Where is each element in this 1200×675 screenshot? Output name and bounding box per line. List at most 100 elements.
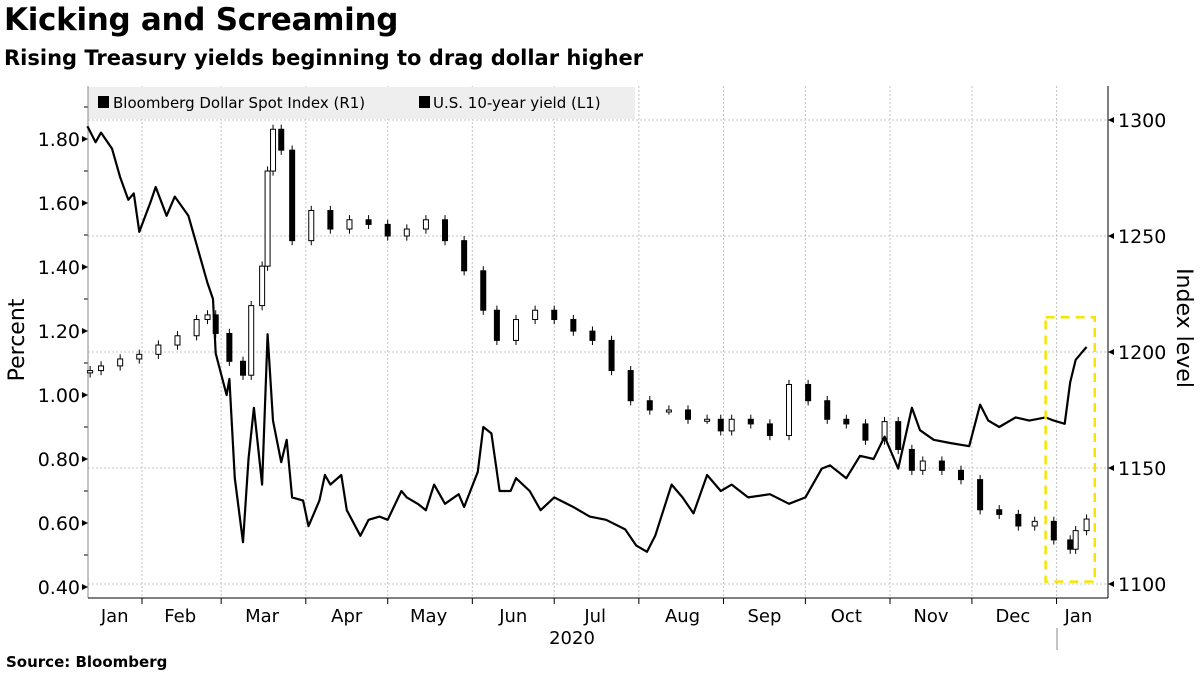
candle-body bbox=[938, 460, 945, 471]
candle-body bbox=[996, 509, 1003, 515]
left-tick-label: 1.40 bbox=[38, 257, 80, 279]
candle-body bbox=[824, 400, 831, 420]
legend-swatch-dollar-index bbox=[98, 96, 109, 108]
left-tick bbox=[82, 584, 88, 590]
candle-body bbox=[958, 469, 964, 481]
candle-body bbox=[442, 219, 449, 242]
candle-body bbox=[1083, 518, 1090, 532]
candle-body bbox=[704, 418, 711, 422]
left-tick-label: 0.60 bbox=[38, 513, 80, 535]
candle-body bbox=[327, 209, 334, 230]
candle-body bbox=[977, 479, 984, 511]
candle-body bbox=[365, 219, 372, 225]
candle-body bbox=[570, 319, 577, 332]
right-tick bbox=[1108, 349, 1114, 355]
x-tick-label: Nov bbox=[913, 606, 948, 627]
x-tick-label: Aug bbox=[665, 606, 700, 627]
legend: Bloomberg Dollar Spot Index (R1) U.S. 10… bbox=[98, 94, 601, 112]
candle-body bbox=[646, 400, 653, 411]
candle-body bbox=[193, 319, 200, 337]
candle-body bbox=[513, 319, 520, 341]
candle-body bbox=[461, 240, 468, 272]
candle-body bbox=[278, 128, 285, 151]
legend-swatch-10y-yield bbox=[419, 96, 430, 108]
x-tick-label: Oct bbox=[831, 606, 862, 627]
x-tick-label: Sep bbox=[747, 606, 781, 627]
highlight-box bbox=[1044, 315, 1097, 583]
right-tick bbox=[1108, 465, 1114, 471]
candle-body bbox=[346, 219, 353, 230]
source-note: Source: Bloomberg bbox=[6, 653, 168, 671]
candle-body bbox=[1031, 520, 1038, 527]
candle-body bbox=[532, 309, 539, 321]
candle-body bbox=[98, 365, 105, 372]
candle-body bbox=[480, 270, 487, 311]
candle-body bbox=[289, 149, 296, 242]
right-tick bbox=[1108, 581, 1114, 587]
candle-body bbox=[665, 409, 672, 413]
candle-body bbox=[87, 370, 94, 374]
x-tick-label: Jan bbox=[1064, 606, 1093, 627]
candle-body bbox=[805, 383, 812, 402]
candle-body bbox=[240, 360, 247, 376]
candle-body bbox=[895, 421, 902, 450]
left-tick-label: 0.40 bbox=[38, 577, 80, 599]
legend-background bbox=[88, 87, 635, 119]
candle-body bbox=[117, 358, 124, 367]
candle-body bbox=[174, 335, 181, 346]
right-tick-label: 1150 bbox=[1118, 458, 1166, 480]
chart-subtitle: Rising Treasury yields beginning to drag… bbox=[4, 46, 644, 70]
candle-body bbox=[766, 423, 773, 437]
candle-body bbox=[136, 353, 143, 360]
candle-body bbox=[493, 309, 500, 341]
right-tick-label: 1250 bbox=[1118, 226, 1166, 248]
candle-body bbox=[403, 228, 410, 237]
x-tick-label: Jul bbox=[583, 606, 606, 627]
right-tick bbox=[1108, 117, 1114, 123]
candle-body bbox=[728, 418, 735, 432]
candle-body bbox=[747, 418, 754, 425]
legend-label-dollar-index: Bloomberg Dollar Spot Index (R1) bbox=[113, 94, 365, 112]
left-tick bbox=[82, 392, 88, 398]
left-tick bbox=[82, 264, 88, 270]
candle-body bbox=[259, 265, 266, 307]
left-tick-label: 1.60 bbox=[38, 193, 80, 215]
candle-body bbox=[155, 344, 162, 355]
left-tick bbox=[82, 200, 88, 206]
candle-body bbox=[1072, 530, 1079, 550]
candle-body bbox=[1067, 539, 1074, 550]
right-tick-label: 1100 bbox=[1118, 574, 1166, 596]
x-tick-label: Jan bbox=[100, 606, 129, 627]
left-tick-label: 1.00 bbox=[38, 385, 80, 407]
gridlines bbox=[88, 86, 1108, 598]
x-year-label: 2020 bbox=[549, 628, 595, 649]
yield-line bbox=[86, 125, 1088, 553]
candle-body bbox=[308, 209, 315, 242]
candle-body bbox=[1015, 513, 1022, 527]
candle-body bbox=[1050, 520, 1057, 541]
candle-body bbox=[384, 223, 391, 237]
x-tick-label: Mar bbox=[245, 606, 280, 627]
candle-body bbox=[627, 370, 634, 402]
candle-body bbox=[608, 339, 615, 372]
right-tick bbox=[1108, 233, 1114, 239]
x-tick-label: Jun bbox=[498, 606, 527, 627]
candle-body bbox=[264, 170, 271, 267]
dollar-index-candles bbox=[87, 124, 1090, 554]
legend-label-10y-yield: U.S. 10-year yield (L1) bbox=[433, 94, 601, 112]
right-axis-title: Index level bbox=[1171, 268, 1196, 388]
candle-body bbox=[786, 383, 793, 437]
candle-body bbox=[717, 418, 724, 432]
candle-body bbox=[270, 128, 277, 172]
right-tick-label: 1200 bbox=[1118, 342, 1166, 364]
chart-title: Kicking and Screaming bbox=[4, 2, 399, 38]
left-tick-label: 1.20 bbox=[38, 321, 80, 343]
candle-body bbox=[204, 314, 211, 321]
left-tick bbox=[82, 136, 88, 142]
candle-body bbox=[685, 409, 691, 420]
candle-body bbox=[862, 423, 869, 441]
candle-body bbox=[908, 448, 915, 471]
axes: 1100 1150 1200 1250 1300 0.40 0.60 0.80 1.00 1.20… bbox=[38, 86, 1166, 627]
x-tick-label: Apr bbox=[331, 606, 363, 627]
candle-body bbox=[589, 330, 596, 341]
